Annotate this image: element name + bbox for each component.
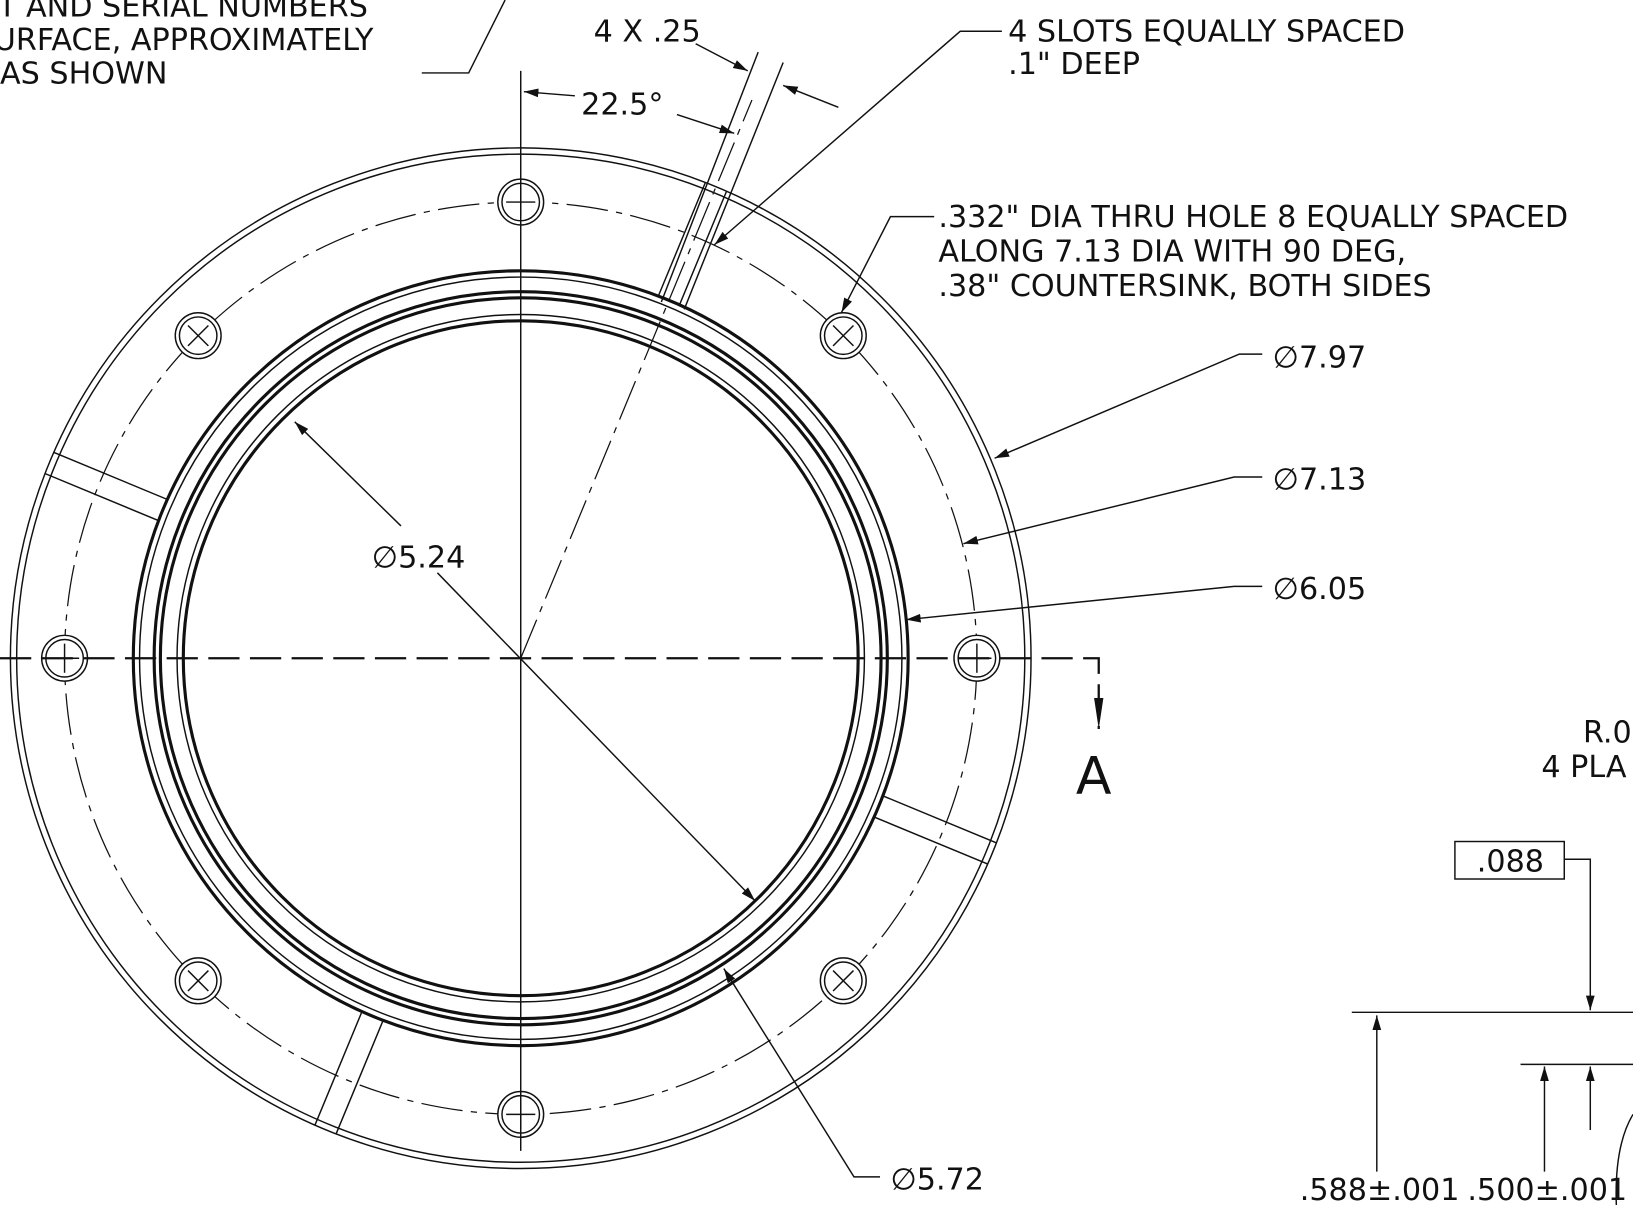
section-label: A [1076, 747, 1112, 807]
dim-label: .38" COUNTERSINK, BOTH SIDES [938, 269, 1431, 304]
dim-label: ∅5.24 [372, 541, 466, 576]
dim-label: .088 [1477, 845, 1544, 880]
note-line: URFACE, APPROXIMATELY [0, 23, 374, 58]
dim-label: .1" DEEP [1008, 47, 1140, 82]
drawing: RT AND SERIAL NUMBERS URFACE, APPROXIMAT… [0, 0, 1633, 1205]
dim-label: R.0 [1583, 716, 1632, 751]
dim-label: ALONG 7.13 DIA WITH 90 DEG, [938, 234, 1406, 269]
dim-label: .500±.001 [1467, 1173, 1627, 1205]
note-line: AS SHOWN [0, 56, 167, 91]
slot [315, 1012, 383, 1134]
note-line: RT AND SERIAL NUMBERS [0, 0, 368, 25]
dim-label: 4 SLOTS EQUALLY SPACED [1008, 15, 1405, 50]
dim-label: .588±.001 [1300, 1173, 1460, 1205]
hole [820, 313, 866, 359]
dim-label: 4 PLA [1541, 750, 1627, 785]
dim-label: 22.5° [581, 88, 663, 123]
hole [175, 958, 221, 1004]
dim-label: .332" DIA THRU HOLE 8 EQUALLY SPACED [938, 200, 1568, 235]
dim-label: ∅5.72 [890, 1162, 984, 1197]
hole [175, 313, 221, 359]
slot [874, 796, 996, 864]
dim-label: 4 X .25 [594, 15, 701, 50]
dim-label: ∅7.97 [1273, 341, 1367, 376]
dim-label: ∅6.05 [1273, 572, 1367, 607]
slot [45, 452, 167, 520]
hole [820, 958, 866, 1004]
dim-label: ∅7.13 [1273, 463, 1367, 498]
part-view [0, 71, 1099, 1169]
labels: RT AND SERIAL NUMBERS URFACE, APPROXIMAT… [0, 0, 1632, 1205]
